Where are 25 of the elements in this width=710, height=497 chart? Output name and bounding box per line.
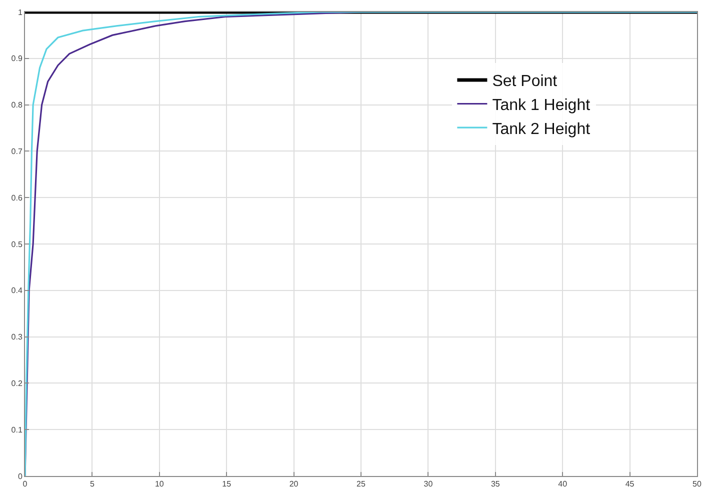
y-tick-label: 0.8 [11, 100, 23, 110]
y-tick-label: 0.6 [11, 193, 23, 202]
y-tick-label: 1 [18, 8, 23, 17]
x-tick-label: 45 [625, 480, 635, 489]
x-tick-label: 20 [289, 480, 299, 489]
y-tick-label: 0.7 [11, 147, 23, 156]
line-series [25, 12, 697, 476]
y-tick-label: 0.1 [11, 425, 23, 434]
legend-label: Tank 2 Height [492, 120, 591, 138]
x-tick-label: 30 [424, 480, 434, 489]
y-tick-label: 0 [18, 472, 23, 481]
y-tick-label: 0.3 [11, 332, 23, 342]
x-tick-label: 40 [558, 480, 568, 489]
x-tick-label: 10 [154, 480, 164, 489]
x-tick-label: 50 [692, 480, 702, 489]
y-tick-label: 0.4 [11, 286, 23, 296]
y-tick-label: 0.2 [11, 379, 23, 388]
x-tick-label: 5 [90, 480, 95, 489]
legend-label: Tank 1 Height [492, 96, 591, 114]
x-tick-label: 15 [222, 480, 232, 489]
legend-label: Set Point [492, 73, 558, 90]
y-tick-label: 0.9 [11, 54, 23, 64]
y-tick-label: 0.5 [11, 240, 23, 249]
x-tick-label: 35 [490, 480, 500, 489]
x-tick-label: 25 [356, 480, 366, 489]
